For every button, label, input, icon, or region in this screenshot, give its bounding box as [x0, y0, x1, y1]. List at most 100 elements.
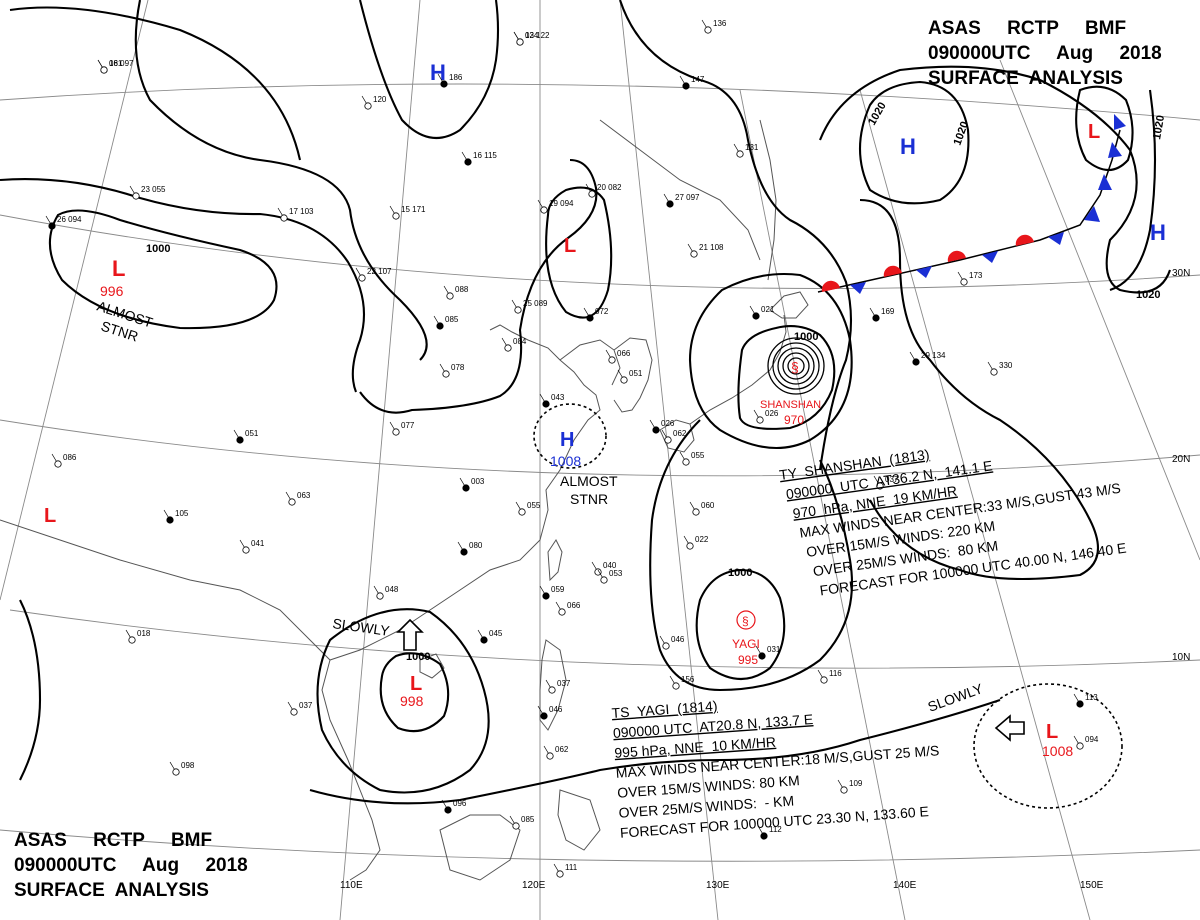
station-value: 045 — [489, 629, 503, 638]
station-model-icon: 112 — [757, 825, 782, 840]
station-model-icon: 098 — [169, 761, 195, 776]
isobar-scs-outer — [316, 608, 490, 794]
station-value: 078 — [451, 363, 465, 372]
isobar-low-north — [545, 186, 613, 319]
cold-front-tooth — [1084, 206, 1100, 222]
cold-front-tooth — [1108, 142, 1122, 158]
station-value: 113 — [1085, 693, 1098, 702]
station-model-icon: 20 082 — [585, 183, 622, 198]
coast-luzon — [539, 639, 567, 731]
station-model-icon: 072 — [583, 307, 609, 322]
isobar-high-north — [358, 0, 500, 139]
station-model-icon: 080 — [457, 541, 483, 556]
cold-front-tooth — [982, 251, 998, 263]
isobar-scs-1000 — [379, 652, 450, 733]
header-line: SURFACE ANALYSIS — [14, 880, 209, 901]
station-model-icon: 043 — [539, 393, 565, 408]
cyclone-pressure: 970 — [784, 413, 804, 427]
station-value: 031 — [767, 645, 781, 654]
isobar-label: 1020 — [1151, 114, 1167, 140]
station-circle — [480, 636, 488, 644]
station-value: 186 — [449, 73, 463, 82]
lon-label-130e: 130E — [706, 880, 730, 891]
station-circle — [172, 768, 180, 776]
high-center-letter: H — [900, 134, 916, 159]
station-value: 060 — [701, 501, 715, 510]
station-circle — [760, 832, 768, 840]
station-value: 024 — [525, 31, 539, 40]
station-value: 040 — [603, 561, 617, 570]
station-value: 173 — [969, 271, 983, 280]
lat-label-10n: 10N — [1172, 652, 1190, 663]
station-value: 147 — [691, 75, 705, 84]
lon-label-110e: 110E — [340, 880, 363, 891]
station-value: 062 — [555, 745, 569, 754]
station-value: 046 — [549, 705, 563, 714]
station-value: 105 — [175, 509, 189, 518]
low-pressure-value: 998 — [400, 693, 424, 709]
station-value: 111 — [565, 863, 578, 872]
station-circle — [514, 306, 522, 314]
station-circle — [542, 400, 550, 408]
station-model-icon: 063 — [285, 491, 311, 506]
station-model-icon: 16 115 — [461, 151, 497, 166]
station-model-icon: 021 — [749, 305, 775, 320]
station-model-icon: 022 — [683, 535, 709, 550]
station-circle — [392, 428, 400, 436]
station-model-icon: 111 — [553, 863, 578, 878]
station-circle — [556, 870, 564, 878]
station-circle — [132, 192, 140, 200]
station-model-icon: 037 — [545, 679, 571, 694]
station-model-icon: 19 094 — [537, 199, 574, 214]
low-center-letter: L — [1046, 721, 1058, 743]
station-circle — [872, 314, 880, 322]
station-value: 048 — [385, 585, 399, 594]
low-center-letter: L — [112, 256, 125, 281]
warm-front-bump — [883, 265, 902, 277]
warm-front-bump — [821, 280, 840, 292]
coast-japan-honshu — [689, 314, 787, 425]
station-value: 22 107 — [367, 267, 392, 276]
isobar-high-1008 — [533, 403, 607, 469]
station-circle — [540, 712, 548, 720]
station-circle — [280, 214, 288, 222]
station-circle — [666, 200, 674, 208]
station-value: 085 — [445, 315, 459, 324]
parallel-0 — [0, 829, 1200, 862]
warm-front-bump — [1015, 234, 1034, 246]
lat-label-20n: 20N — [1172, 454, 1190, 465]
station-circle — [436, 322, 444, 330]
graticule-labels: 110E 120E 130E 140E 150E 30N 20N 10N — [340, 268, 1190, 891]
station-model-icon: 186 — [437, 73, 463, 88]
station-value: 053 — [609, 569, 623, 578]
station-value: 169 — [881, 307, 895, 316]
station-circle — [1076, 700, 1084, 708]
meridian-160e — [999, 59, 1200, 561]
high-center-letter: H — [430, 60, 446, 85]
station-model-icon: 003 — [459, 477, 485, 492]
station-model-icon: 062 — [661, 429, 687, 444]
station-circle — [442, 370, 450, 378]
station-model-icon: 131 — [733, 143, 759, 158]
station-circle — [990, 368, 998, 376]
station-circle — [652, 426, 660, 434]
station-model-icon: 078 — [439, 363, 465, 378]
station-circle — [600, 576, 608, 584]
lon-label-150e: 150E — [1080, 880, 1104, 891]
station-circle — [586, 314, 594, 322]
station-model-icon: 048 — [373, 585, 399, 600]
coast-mindanao — [557, 789, 601, 851]
station-circle — [242, 546, 250, 554]
header-line: ASAS RCTP BMF — [14, 830, 212, 851]
station-model-icon: 136 — [701, 19, 727, 34]
station-model-icon: 040 — [591, 561, 617, 576]
isobar-north-2 — [9, 6, 302, 161]
tropical-cyclone-icon — [736, 610, 756, 630]
station-value: 156 — [681, 675, 695, 684]
isobar-low-1008 — [973, 683, 1123, 809]
station-circle — [166, 516, 174, 524]
station-model-icon: 169 — [869, 307, 895, 322]
advisory-line: TS YAGI (1814) — [611, 698, 718, 721]
station-circle — [462, 484, 470, 492]
